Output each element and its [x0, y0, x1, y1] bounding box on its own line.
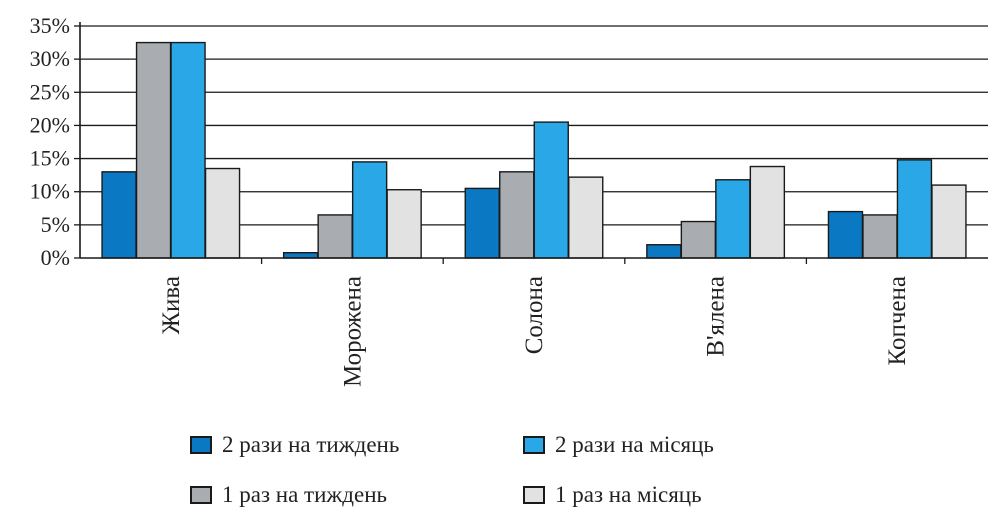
bar-chart: 0% 5% 10% 15% 20% 25% 30% 35% Жива Морожена Солон…: [30, 13, 988, 387]
legend-swatch: [523, 486, 545, 504]
y-tick-label: 35%: [30, 13, 70, 38]
category-label: Жива: [158, 276, 185, 334]
legend-item-1-per-month: 1 раз на місяць: [523, 482, 702, 508]
legend: 2 рази на тиждень 2 рази на місяць 1 раз…: [190, 432, 830, 514]
y-tick-label: 0%: [41, 245, 70, 270]
category-labels: Жива Морожена Солона В'ялена Копчена: [158, 276, 911, 387]
bar: [680, 220, 717, 259]
y-tick-label: 20%: [30, 112, 70, 137]
bar: [715, 179, 751, 259]
bar: [568, 176, 604, 259]
bar: [351, 161, 388, 259]
bar: [749, 165, 786, 259]
bar: [827, 210, 864, 259]
y-tick-label: 30%: [30, 46, 70, 71]
bar: [317, 214, 353, 259]
y-axis-ticks: 0% 5% 10% 15% 20% 25% 30% 35%: [30, 13, 80, 270]
legend-item-1-per-week: 1 раз на тиждень: [190, 482, 387, 508]
legend-swatch: [523, 436, 545, 454]
y-tick-label: 10%: [30, 179, 70, 204]
bar: [386, 189, 422, 259]
bar: [862, 214, 898, 259]
y-tick-label: 15%: [30, 146, 70, 171]
category-label: Морожена: [339, 276, 366, 387]
axes: [79, 22, 988, 264]
legend-label: 2 рази на тиждень: [222, 432, 400, 457]
category-label: Копчена: [884, 276, 911, 365]
legend-label: 1 раз на місяць: [555, 482, 702, 507]
legend-label: 1 раз на тиждень: [222, 482, 388, 507]
bar: [464, 187, 500, 259]
bar: [896, 159, 933, 259]
bar: [101, 171, 137, 259]
y-tick-label: 5%: [41, 212, 70, 237]
y-tick-label: 25%: [30, 79, 70, 104]
bar: [135, 41, 172, 259]
bar: [204, 167, 241, 259]
bar: [931, 184, 967, 259]
legend-swatch: [190, 436, 212, 454]
legend-label: 2 рази на місяць: [555, 432, 714, 457]
bars: [101, 41, 967, 259]
category-label: Солона: [521, 276, 548, 354]
bar: [646, 244, 682, 259]
legend-item-2-per-month: 2 рази на місяць: [523, 432, 714, 458]
legend-item-2-per-week: 2 рази на тиждень: [190, 432, 399, 458]
category-label: В'ялена: [703, 276, 730, 357]
legend-swatch: [190, 486, 212, 504]
bar: [170, 41, 206, 259]
bar: [533, 121, 569, 259]
bar: [499, 171, 535, 259]
